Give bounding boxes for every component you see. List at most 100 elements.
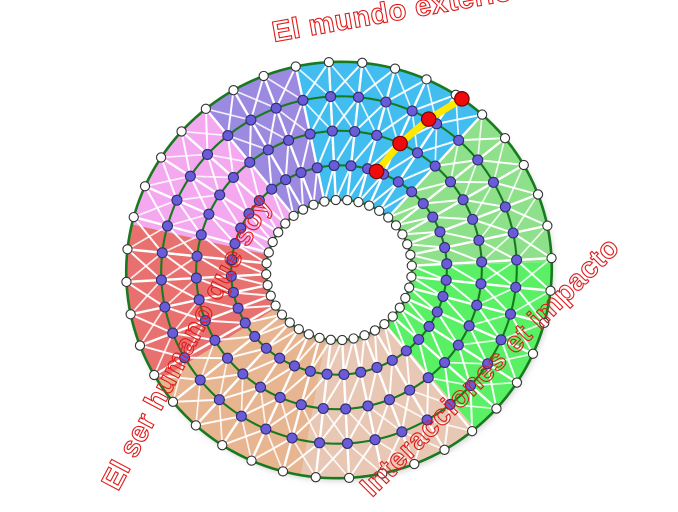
highlight-node — [420, 111, 437, 127]
graph-node — [411, 147, 424, 159]
graph-node — [321, 368, 333, 380]
graph-node — [342, 195, 353, 206]
graph-node — [227, 171, 239, 184]
graph-node — [472, 154, 484, 166]
graph-node — [267, 236, 278, 248]
graph-node — [402, 239, 413, 250]
graph-node — [260, 342, 272, 354]
graph-node — [325, 91, 337, 103]
graph-node — [295, 399, 307, 411]
graph-node — [453, 134, 465, 146]
graph-node — [326, 125, 338, 137]
graph-node — [274, 352, 286, 364]
graph-node — [245, 114, 257, 126]
graph-node — [225, 270, 237, 282]
graph-node — [476, 256, 488, 268]
graph-node — [263, 247, 274, 258]
graph-node — [303, 329, 314, 340]
graph-node — [421, 74, 432, 85]
graph-node — [323, 56, 335, 68]
graph-node — [213, 394, 225, 406]
graph-node — [293, 323, 304, 335]
graph-node — [457, 194, 469, 206]
graph-node — [200, 103, 212, 114]
graph-node — [190, 420, 202, 431]
graph-node — [431, 306, 443, 318]
graph-node — [246, 455, 257, 466]
graph-node — [464, 379, 477, 392]
graph-node — [400, 292, 411, 304]
graph-node — [511, 377, 523, 388]
graph-node — [184, 170, 196, 182]
sector-wedges — [126, 61, 552, 479]
graph-node — [273, 227, 284, 238]
graph-node — [244, 156, 256, 168]
graph-node — [297, 94, 309, 106]
graph-node — [444, 176, 457, 188]
graph-node — [167, 396, 179, 407]
graph-node — [357, 57, 368, 68]
graph-node — [463, 320, 475, 332]
graph-node — [325, 334, 336, 345]
graph-node — [270, 300, 281, 311]
graph-node — [222, 130, 234, 142]
graph-node — [510, 281, 522, 293]
graph-node — [227, 286, 239, 299]
graph-node — [504, 308, 517, 320]
graph-node — [266, 183, 278, 195]
graph-node — [471, 299, 483, 311]
graph-node — [193, 294, 205, 306]
graph-nodes — [121, 56, 557, 484]
graph-node — [237, 368, 249, 380]
graph-node — [343, 472, 355, 484]
graph-node — [394, 302, 405, 313]
graph-node — [337, 334, 348, 346]
graph-node — [518, 159, 529, 171]
graph-node — [258, 70, 269, 82]
graph-node — [499, 201, 511, 213]
graph-node — [179, 352, 191, 364]
graph-node — [404, 282, 415, 293]
graph-node — [473, 234, 485, 246]
graph-node — [390, 220, 402, 231]
graph-node — [396, 426, 408, 438]
graph-node — [495, 334, 507, 346]
highlight-node — [454, 91, 470, 107]
graph-node — [288, 210, 299, 222]
graph-node — [201, 148, 214, 161]
graph-node — [155, 152, 167, 163]
graph-node — [270, 102, 282, 114]
graph-node — [239, 317, 251, 329]
graph-node — [487, 176, 499, 188]
graph-node — [383, 394, 395, 406]
graph-node — [352, 91, 365, 103]
graph-node — [400, 345, 412, 357]
graph-node — [328, 159, 340, 172]
graph-node — [122, 244, 133, 255]
graph-node — [413, 333, 425, 346]
highlight-path — [373, 95, 466, 175]
graph-node — [369, 434, 381, 446]
graph-node — [191, 250, 203, 262]
graph-node — [452, 339, 464, 351]
graph-node — [235, 410, 247, 422]
graph-node — [265, 290, 276, 301]
graph-node — [190, 272, 202, 284]
graph-node — [371, 129, 383, 141]
graph-node — [262, 144, 274, 156]
graph-node — [195, 229, 207, 241]
graph-node — [217, 440, 228, 451]
graph-node — [341, 437, 353, 449]
graph-node — [121, 276, 132, 288]
graph-node — [203, 208, 215, 220]
graph-node — [297, 204, 309, 215]
graph-node — [377, 468, 388, 479]
graph-node — [261, 258, 272, 269]
graph-node — [507, 227, 519, 239]
graph-node — [387, 311, 398, 322]
graph-node — [283, 134, 295, 146]
graph-node — [542, 220, 553, 231]
graph-node — [125, 309, 136, 320]
